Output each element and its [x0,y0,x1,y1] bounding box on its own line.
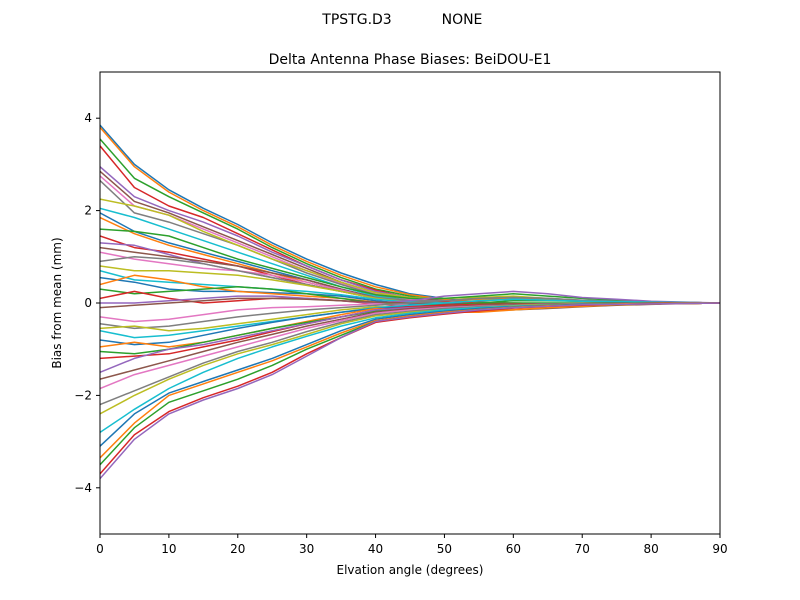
x-tick-label: 50 [437,542,452,556]
x-tick-label: 40 [368,542,383,556]
suptitle-right: NONE [442,12,483,28]
series-line [100,126,720,307]
series-line [100,298,720,339]
x-tick-label: 60 [506,542,521,556]
y-tick-label: 2 [84,204,92,218]
series-line [100,302,720,480]
series-line [100,228,720,304]
x-axis-label: Elvation angle (degrees) [337,563,484,577]
chart-title: Delta Antenna Phase Biases: BeiDOU-E1 [269,52,552,68]
series-lines [100,124,720,480]
series-line [100,302,720,447]
series-line [100,180,720,307]
y-axis-ticks: −4 −2 0 2 4 [74,111,100,495]
x-tick-label: 20 [230,542,245,556]
y-tick-label: 0 [84,296,92,310]
series-line [100,302,720,466]
y-axis-label: Bias from mean (mm) [50,237,64,368]
x-tick-label: 80 [643,542,658,556]
x-tick-label: 30 [299,542,314,556]
x-tick-label: 70 [575,542,590,556]
y-tick-label: 4 [84,111,92,125]
x-tick-label: 10 [161,542,176,556]
y-tick-label: −4 [74,481,92,495]
x-axis-ticks: 0 10 20 30 40 50 60 70 80 90 [96,534,728,556]
x-tick-label: 90 [712,542,727,556]
x-tick-label: 0 [96,542,104,556]
series-line [100,124,720,307]
series-line [100,290,720,304]
series-line [100,302,720,459]
suptitle-left: TPSTG.D3 [321,12,391,28]
y-tick-label: −2 [74,388,92,402]
